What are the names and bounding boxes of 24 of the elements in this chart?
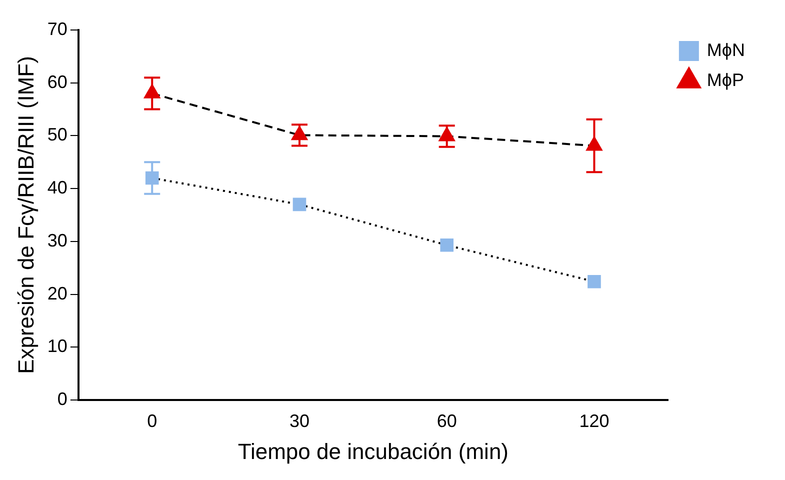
point (145, 171, 159, 185)
legend-label: MϕP (706, 70, 744, 90)
point (586, 136, 602, 151)
x-tick-label: 30 (289, 410, 310, 431)
y-axis-title: Expresión de Fcγ/RIIB/RIII (IMF) (13, 56, 38, 374)
x-axis-title: Tiempo de incubación (min) (238, 438, 508, 464)
x-tick-label: 120 (579, 410, 610, 431)
point (144, 84, 160, 98)
y-tick-label: 20 (47, 283, 68, 304)
y-tick-label: 30 (47, 230, 68, 250)
point (292, 126, 308, 140)
y-tick-label: 10 (47, 336, 68, 356)
point (440, 238, 454, 252)
y-tick-label: 70 (47, 18, 68, 39)
legend-label: MϕN (706, 40, 746, 60)
y-tick-label: 60 (47, 72, 68, 92)
x-tick-label: 0 (147, 410, 158, 431)
point (438, 127, 455, 142)
y-tick-label: 0 (57, 388, 68, 409)
point (588, 274, 601, 288)
y-tick-label: 50 (47, 124, 68, 145)
point (292, 198, 306, 212)
x-tick-label: 60 (436, 410, 457, 431)
y-tick-label: 40 (47, 178, 68, 198)
